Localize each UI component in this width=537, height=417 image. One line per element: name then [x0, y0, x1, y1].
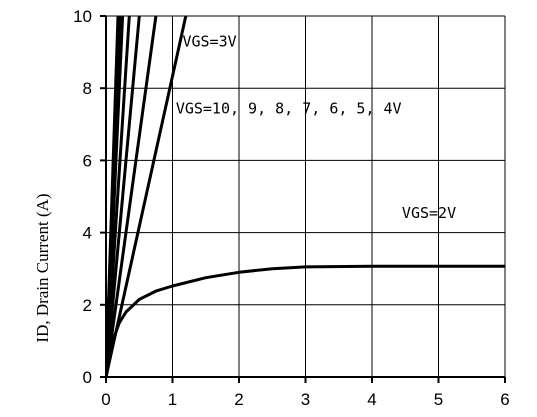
x-tick-label: 3 [301, 390, 310, 409]
series-line-vgs-5v [106, 16, 141, 377]
x-tick-label: 1 [168, 390, 177, 409]
annotation-label: VGS=3V [182, 33, 236, 51]
x-tick-label: 0 [101, 390, 110, 409]
annotation-label: VGS=10, 9, 8, 7, 6, 5, 4V [176, 99, 402, 117]
annotations: VGS=3V VGS=10, 9, 8, 7, 6, 5, 4V VGS=2V [176, 33, 456, 222]
y-tick-label: 10 [73, 7, 92, 26]
x-tick-label: 5 [434, 390, 443, 409]
curves [106, 16, 505, 377]
series-line-vgs-4v [106, 16, 158, 377]
x-tick-label: 2 [234, 390, 243, 409]
x-tick-label: 6 [500, 390, 509, 409]
series-line-vgs-3v [106, 16, 188, 377]
x-tick-label: 4 [367, 390, 376, 409]
series-line-vgs-6v [106, 16, 131, 377]
y-tick-label: 2 [83, 296, 92, 315]
grid [105, 15, 506, 378]
y-tick-labels: 0 2 4 6 8 10 [73, 7, 92, 387]
y-tick-label: 8 [83, 79, 92, 98]
x-tick-labels: 0 1 2 3 4 5 6 [101, 390, 509, 409]
axes [100, 15, 506, 383]
y-tick-label: 4 [83, 224, 92, 243]
annotation-label: VGS=2V [402, 204, 456, 222]
series-line-vgs-2v [106, 264, 505, 377]
y-tick-label: 6 [83, 151, 92, 170]
y-tick-label: 0 [83, 368, 92, 387]
y-axis-label: ID, Drain Current (A) [33, 193, 52, 342]
